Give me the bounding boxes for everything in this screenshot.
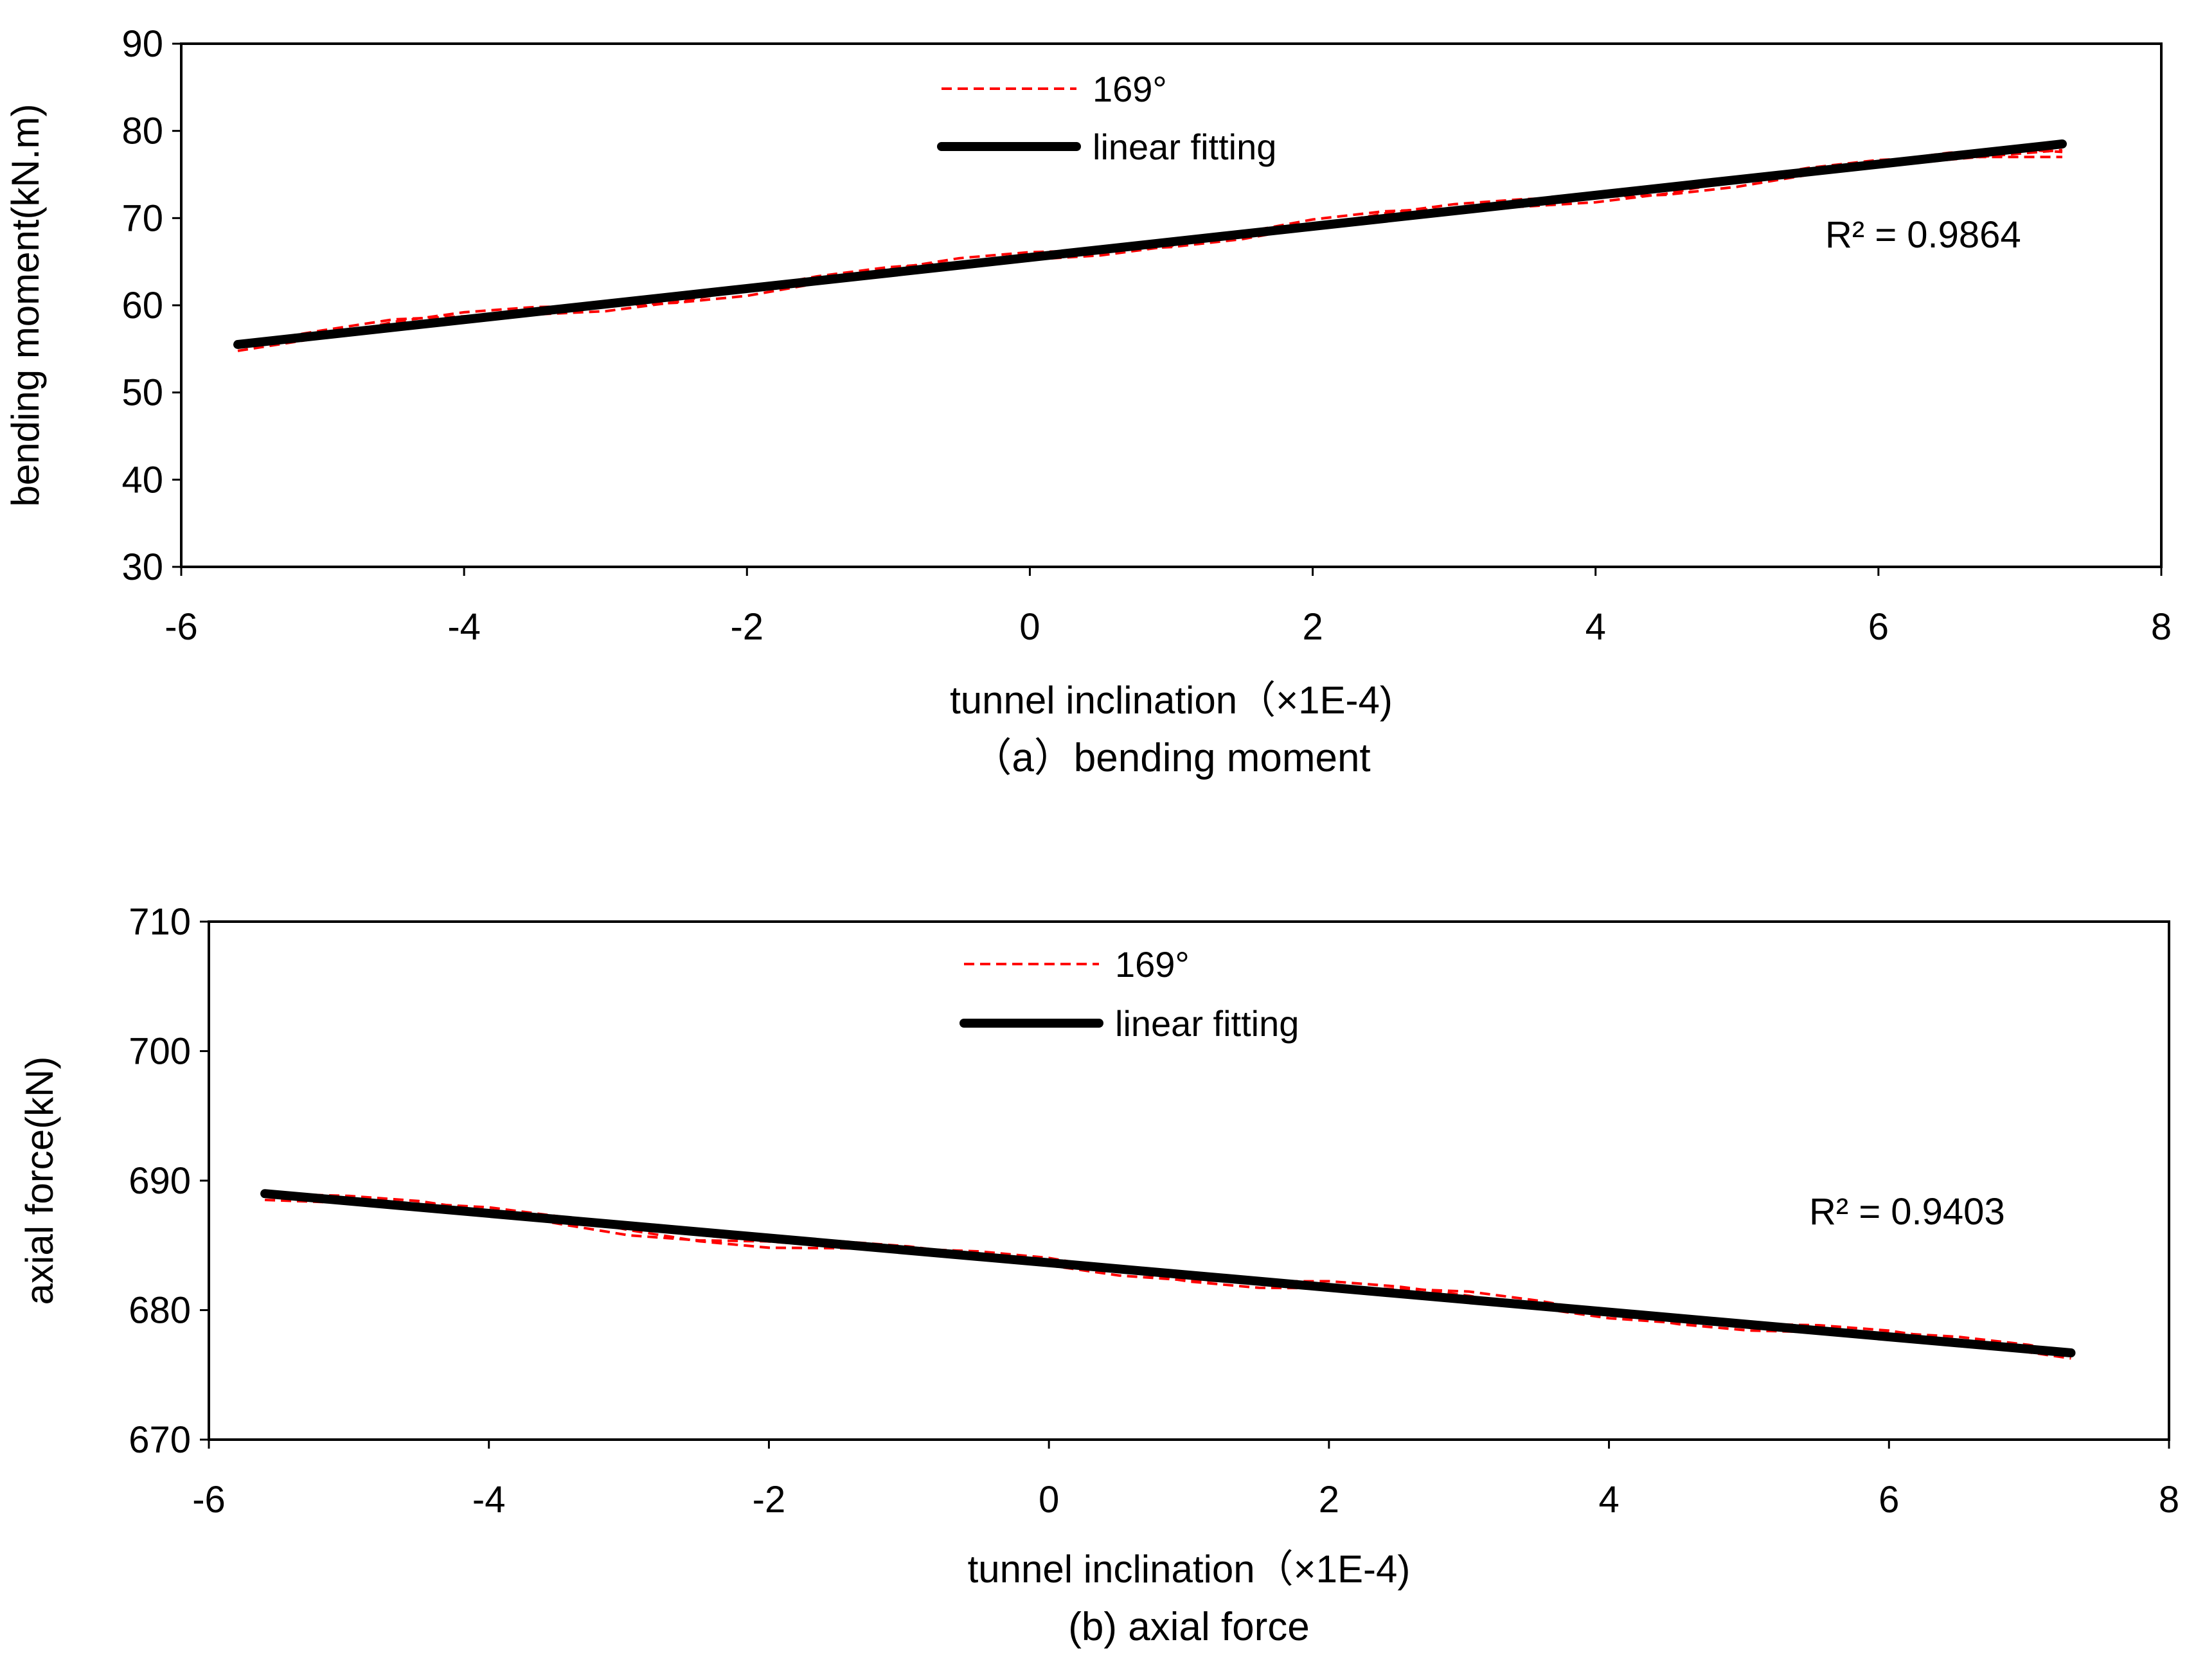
legend: 169° linear fitting xyxy=(937,69,1276,167)
x-tick-label: -2 xyxy=(730,606,763,648)
x-tick-label: -4 xyxy=(472,1479,506,1521)
x-tick-label: 8 xyxy=(2159,1479,2179,1521)
y-tick-label: 700 xyxy=(129,1031,191,1073)
y-tick-label: 670 xyxy=(129,1419,191,1461)
x-tick-label: -6 xyxy=(192,1479,226,1521)
x-tick-label: 8 xyxy=(2151,606,2172,648)
legend-label-linear-fitting: linear fitting xyxy=(1093,127,1276,167)
x-tick-label: 0 xyxy=(1039,1479,1059,1521)
y-tick-label: 680 xyxy=(129,1290,191,1332)
r-squared-annotation: R² = 0.9864 xyxy=(1825,214,2021,256)
legend-label-169: 169° xyxy=(1093,69,1167,109)
y-tick-label: 30 xyxy=(121,546,163,588)
y-axis-title: axial force(kN) xyxy=(18,1057,61,1305)
chart-panel-b: -6 -4 -2 0 2 4 6 8 670 680 690 700 710 169° linear fit… xyxy=(18,901,2179,1649)
plot-frame xyxy=(180,42,2163,568)
x-axis-title: tunnel inclination（×1E-4) xyxy=(968,1548,1411,1591)
x-axis-title: tunnel inclination（×1E-4) xyxy=(950,679,1393,722)
y-tick-label: 80 xyxy=(121,111,163,152)
chart-panel-a: -6 -4 -2 0 2 4 6 8 30 40 50 60 70 80 90 169° linear fitt… xyxy=(4,23,2172,780)
y-tick-label: 690 xyxy=(129,1160,191,1202)
y-tick-label: 70 xyxy=(121,197,163,239)
legend-label-169: 169° xyxy=(1115,944,1190,985)
panel-caption: (b) axial force xyxy=(1068,1605,1310,1649)
x-tick-label: -2 xyxy=(753,1479,786,1521)
y-tick-label: 710 xyxy=(129,901,191,943)
x-tick-label: 2 xyxy=(1319,1479,1339,1521)
panel-caption: （a）bending moment xyxy=(972,736,1370,780)
y-tick-label: 90 xyxy=(121,23,163,65)
x-tick-label: -6 xyxy=(165,606,198,648)
x-tick-label: 6 xyxy=(1879,1479,1899,1521)
x-tick-label: 6 xyxy=(1868,606,1889,648)
y-tick-label: 50 xyxy=(121,372,163,414)
legend: 169° linear fitting xyxy=(960,944,1299,1044)
x-tick-label: 4 xyxy=(1598,1479,1619,1521)
x-tick-label: 0 xyxy=(1019,606,1040,648)
series-linear-fitting-line xyxy=(260,1189,2076,1357)
plot-frame xyxy=(208,920,2170,1441)
y-tick-label: 60 xyxy=(121,285,163,326)
x-tick-label: 2 xyxy=(1302,606,1323,648)
series-linear-fitting-line xyxy=(233,139,2067,349)
y-tick-label: 40 xyxy=(121,459,163,501)
series-169-line xyxy=(237,148,2063,352)
legend-label-linear-fitting: linear fitting xyxy=(1115,1003,1299,1044)
x-tick-label: -4 xyxy=(447,606,481,648)
y-axis-title: bending moment(kN.m) xyxy=(4,104,47,507)
x-tick-label: 4 xyxy=(1585,606,1606,648)
r-squared-annotation: R² = 0.9403 xyxy=(1809,1191,2005,1233)
